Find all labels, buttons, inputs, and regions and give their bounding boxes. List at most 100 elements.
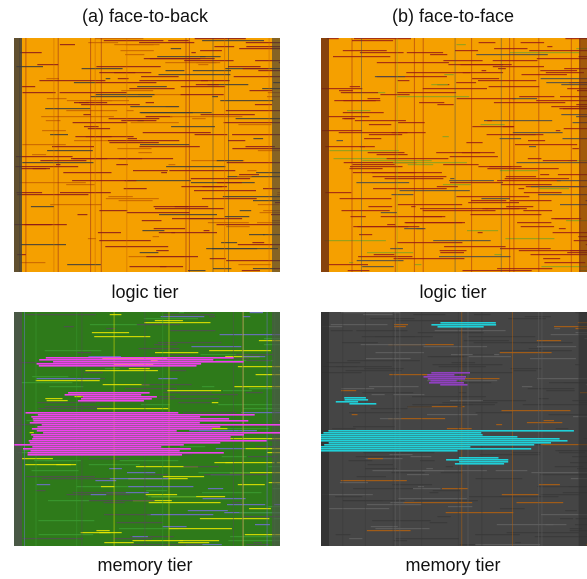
texture [166, 70, 185, 71]
texture [347, 360, 420, 361]
texture [146, 494, 177, 495]
texture [377, 154, 408, 155]
texture [105, 246, 168, 247]
texture [522, 386, 532, 387]
texture [523, 210, 552, 211]
texture [407, 474, 429, 475]
texture [411, 456, 432, 457]
texture [88, 128, 110, 129]
texture [246, 146, 275, 147]
texture [38, 414, 255, 416]
texture [144, 318, 198, 319]
texture [373, 188, 447, 189]
texture [496, 470, 528, 471]
layout-image [321, 38, 587, 272]
texture [493, 60, 538, 61]
texture [395, 312, 396, 546]
texture [554, 328, 560, 329]
texture [131, 544, 203, 545]
texture [321, 38, 329, 272]
texture [344, 397, 366, 399]
texture [538, 398, 548, 399]
texture [226, 260, 280, 261]
texture [440, 252, 464, 253]
texture [427, 374, 454, 376]
texture [458, 312, 459, 546]
texture [246, 392, 263, 393]
texture [349, 460, 373, 461]
texture [31, 434, 244, 436]
texture [15, 166, 78, 167]
texture [362, 266, 394, 267]
texture [400, 190, 470, 191]
texture [543, 160, 577, 161]
texture [444, 246, 506, 247]
texture [46, 78, 59, 79]
texture [321, 446, 470, 448]
texture [578, 312, 579, 546]
texture [217, 224, 281, 225]
texture [507, 532, 579, 533]
texture [64, 326, 74, 327]
texture [426, 468, 433, 469]
texture [337, 140, 344, 141]
texture [85, 370, 157, 371]
texture [89, 458, 129, 459]
texture [188, 270, 206, 271]
texture [332, 428, 355, 429]
texture [146, 474, 167, 475]
texture [357, 260, 404, 261]
texture [364, 138, 381, 139]
texture [91, 96, 153, 97]
texture [183, 412, 237, 413]
texture [218, 404, 280, 405]
texture [159, 74, 231, 75]
texture [104, 40, 164, 41]
texture [166, 166, 225, 167]
texture [361, 38, 362, 272]
texture [420, 460, 435, 461]
texture [343, 100, 375, 101]
texture [440, 322, 495, 324]
texture [170, 354, 190, 355]
texture [349, 262, 353, 263]
texture [365, 312, 366, 546]
texture [439, 366, 486, 367]
texture [96, 94, 155, 95]
texture [494, 102, 565, 103]
texture [199, 430, 257, 431]
texture [37, 378, 101, 379]
texture [46, 357, 234, 359]
texture [120, 460, 179, 461]
texture [472, 78, 499, 79]
texture [144, 58, 215, 59]
texture [21, 244, 66, 245]
texture [39, 365, 197, 367]
texture [349, 403, 376, 405]
texture [517, 502, 564, 503]
texture [144, 322, 210, 323]
texture [448, 64, 503, 65]
texture [541, 312, 542, 546]
texture [413, 488, 441, 489]
texture [545, 524, 566, 525]
texture [81, 398, 152, 400]
texture [31, 416, 200, 418]
texture [25, 38, 26, 272]
texture [424, 346, 488, 347]
texture [137, 324, 180, 325]
texture [228, 140, 245, 141]
texture [331, 330, 353, 331]
texture [506, 176, 536, 177]
texture [220, 334, 280, 335]
texture [529, 146, 536, 147]
texture [397, 38, 398, 272]
texture [97, 408, 168, 409]
texture [428, 378, 465, 380]
texture [559, 228, 566, 229]
texture [154, 228, 185, 229]
texture [487, 134, 544, 135]
texture [228, 38, 229, 272]
texture [146, 256, 198, 257]
texture [356, 182, 409, 183]
